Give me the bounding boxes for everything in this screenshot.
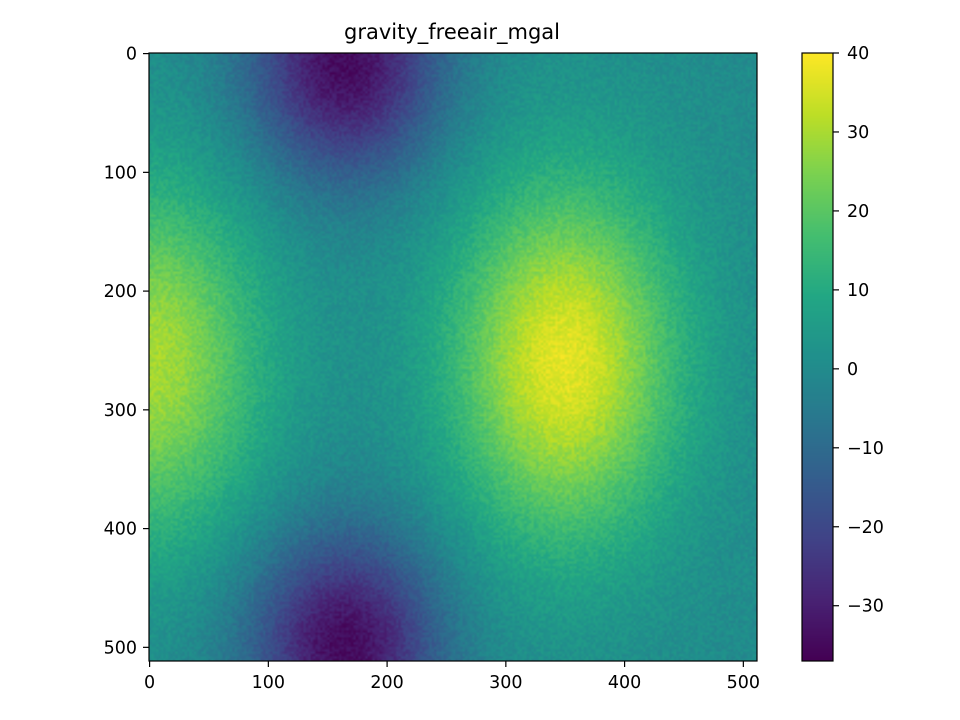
heatmap-image xyxy=(149,53,757,661)
x-tick-label: 0 xyxy=(144,673,155,693)
x-tick-label: 500 xyxy=(727,673,760,693)
colorbar-tick-label: 0 xyxy=(847,360,858,380)
colorbar-frame xyxy=(801,52,834,662)
y-tick-label: 400 xyxy=(104,520,137,540)
colorbar-tick-label: −30 xyxy=(847,597,884,617)
colorbar: 40 30 20 10 0 −10 −20 −30 xyxy=(801,44,884,662)
x-axis: 0 100 200 300 400 500 xyxy=(144,661,760,693)
y-tick-label: 200 xyxy=(104,282,137,302)
y-axis: 0 100 200 300 400 500 xyxy=(104,45,149,658)
y-tick-label: 300 xyxy=(104,401,137,421)
y-tick-label: 0 xyxy=(126,45,137,65)
colorbar-tick-label: 30 xyxy=(847,123,869,143)
colorbar-tick-label: −20 xyxy=(847,518,884,538)
colorbar-gradient xyxy=(802,53,833,661)
colorbar-tick-label: 10 xyxy=(847,281,869,301)
chart-title: gravity_freeair_mgal xyxy=(344,20,560,45)
y-tick-label: 100 xyxy=(104,163,137,183)
colorbar-tick-label: 40 xyxy=(847,44,869,64)
colorbar-tick-label: 20 xyxy=(847,202,869,222)
y-tick-label: 500 xyxy=(104,638,137,658)
x-tick-label: 300 xyxy=(489,673,522,693)
x-tick-label: 100 xyxy=(252,673,285,693)
x-tick-label: 400 xyxy=(608,673,641,693)
colorbar-axis: 40 30 20 10 0 −10 −20 −30 xyxy=(833,44,884,617)
heatmap-frame xyxy=(148,52,758,662)
colorbar-tick-label: −10 xyxy=(847,439,884,459)
heatmap-area xyxy=(148,52,758,662)
x-tick-label: 200 xyxy=(370,673,403,693)
